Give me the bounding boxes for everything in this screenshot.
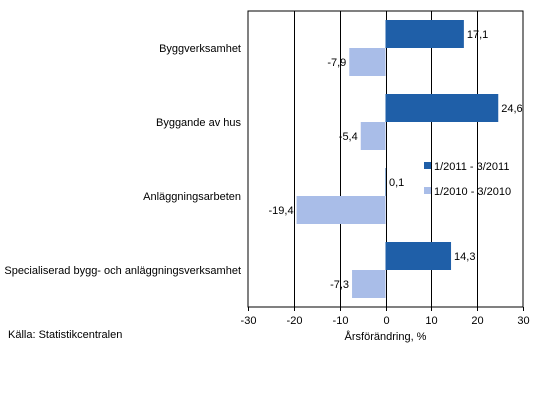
category-label: Byggande av hus [156,117,242,129]
data-label: -7,3 [330,279,349,291]
data-label: 24,6 [501,103,522,115]
bar-2010 [349,48,386,76]
category-label: Anläggningsarbeten [143,191,241,203]
bar-2010 [296,196,386,224]
bar-2011 [385,20,464,48]
bar-2011 [385,242,452,270]
x-tick-label: -20 [287,315,303,327]
bar-2010 [360,122,386,150]
category-labels: Byggverksamhet Byggande av hus Anläggnings… [4,43,241,277]
bar-2011 [385,168,386,196]
x-tick-label: -30 [241,315,257,327]
x-tick-label: 0 [383,315,389,327]
plot-frame [247,10,524,308]
data-label: 0,1 [389,177,404,189]
x-tick-label: 30 [517,315,529,327]
bar-2010 [352,270,386,298]
x-axis-title: Årsförändring, % [345,330,427,343]
value-labels: 17,1 -7,9 24,6 -5,4 0,1 -19,4 14,3 -7,3 [269,29,523,291]
legend-swatch [424,187,431,194]
data-label: 17,1 [467,29,488,41]
legend-label: 1/2010 - 3/2010 [434,186,511,198]
data-label: -19,4 [269,205,294,217]
legend: 1/2011 - 3/2011 1/2010 - 3/2010 [424,161,511,198]
category-label: Specialiserad bygg- och anläggningsverks… [4,265,241,277]
legend-swatch [424,162,431,169]
data-label: -7,9 [327,57,346,69]
data-label: 14,3 [454,251,475,263]
data-label: -5,4 [339,131,358,143]
x-tick-label: 20 [471,315,483,327]
source-note: Källa: Statistikcentralen [8,329,122,341]
bars [296,20,499,298]
x-tick-label: -10 [333,315,349,327]
bar-2011 [385,94,499,122]
x-axis-ticks: -30 -20 -10 0 10 20 30 [241,307,530,327]
category-label: Byggverksamhet [159,43,241,55]
legend-label: 1/2011 - 3/2011 [434,161,509,173]
x-tick-label: 10 [425,315,437,327]
